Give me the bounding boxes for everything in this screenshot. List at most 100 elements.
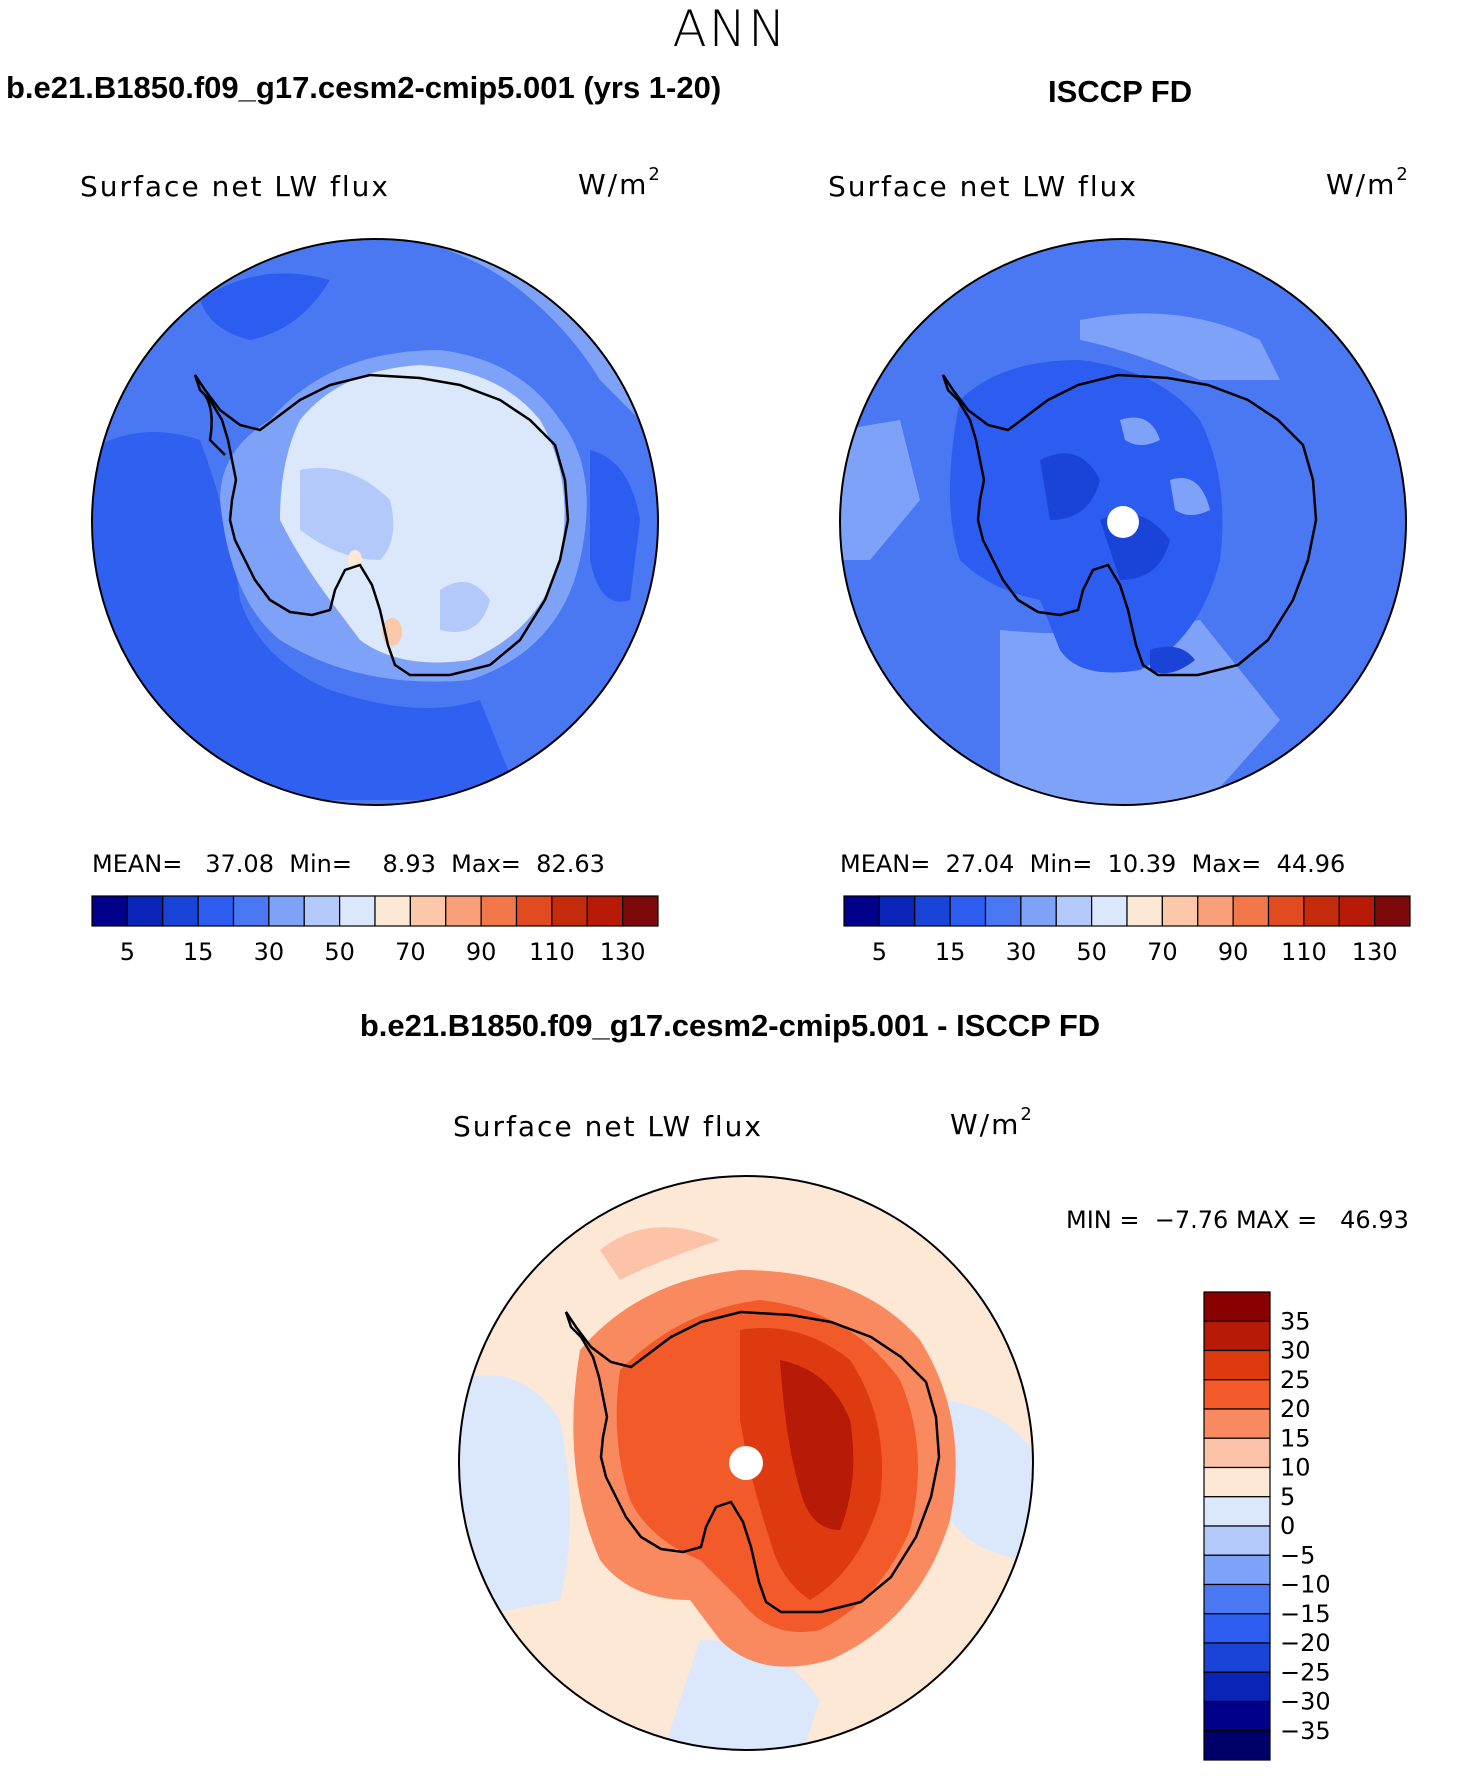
colorbar-tick-label: 0 [1280, 1512, 1295, 1540]
colorbar-cell [1203, 1700, 1271, 1732]
colorbar-cell [339, 895, 376, 927]
colorbar-tick-label: 130 [600, 938, 646, 966]
colorbar-tick-label: 50 [1076, 938, 1107, 966]
colorbar-tick-label: 20 [1280, 1395, 1311, 1423]
colorbar-cell [409, 895, 447, 927]
colorbar-tick-label: 70 [395, 938, 426, 966]
mean-value: 27.04 [945, 850, 1015, 878]
colorbar-cell [1203, 1349, 1271, 1381]
colorbar-cell [1203, 1583, 1271, 1615]
colorbar-cell [1055, 895, 1093, 927]
colorbar-tick-label: −30 [1280, 1688, 1331, 1716]
colorbar-tick-label: 15 [1280, 1424, 1311, 1452]
colorbar-cell [1374, 895, 1411, 927]
colorbar-tick-label: 130 [1352, 938, 1398, 966]
colorbar-tick-label: −5 [1280, 1541, 1315, 1569]
colorbar-cell [878, 895, 916, 927]
colorbar-tick-label: −15 [1280, 1600, 1331, 1628]
panel-diff-title: b.e21.B1850.f09_g17.cesm2-cmip5.001 - IS… [359, 1008, 1101, 1043]
colorbar-cell [1203, 1525, 1271, 1556]
colorbar-cell [515, 895, 553, 927]
colorbar-tick-label: −25 [1280, 1658, 1331, 1686]
max-label: Max= [1191, 850, 1262, 878]
colorbar-cell [1267, 895, 1305, 927]
map-model [91, 238, 659, 806]
panel-a-title: b.e21.B1850.f09_g17.cesm2-cmip5.001 (yrs… [6, 70, 722, 105]
colorbar-tick-label: 10 [1280, 1454, 1311, 1482]
min-value: 10.39 [1107, 850, 1177, 878]
colorbar-cell [1126, 895, 1163, 927]
colorbar-cell [1203, 1730, 1271, 1761]
map-diff [458, 1175, 1034, 1751]
colorbar-tick-label: 30 [254, 938, 285, 966]
colorbar-cell [1091, 895, 1128, 927]
min-value: −7.76 [1154, 1206, 1229, 1234]
min-label: MIN = [1066, 1206, 1140, 1234]
mean-label: MEAN= [840, 850, 931, 878]
colorbar-cell [126, 895, 164, 927]
panel-diff-stats: MIN = −7.76 MAX = 46.93 [1066, 1206, 1409, 1234]
panel-b-units: W/m2 [1326, 164, 1408, 201]
max-value: 82.63 [536, 850, 605, 878]
colorbar-cell [91, 895, 128, 927]
colorbar-cell [480, 895, 518, 927]
colorbar-cell [1203, 1642, 1271, 1673]
map-obs [839, 238, 1407, 806]
colorbar-tick-label: 30 [1006, 938, 1037, 966]
colorbar-cell [232, 895, 270, 927]
colorbar-cell [1203, 1379, 1271, 1410]
panel-a-variable: Surface net LW flux [80, 170, 390, 203]
colorbar-tick-label: 25 [1280, 1366, 1311, 1394]
colorbar-cell [162, 895, 199, 927]
colorbar-cell [1232, 895, 1270, 927]
colorbar-tick-label: 15 [183, 938, 214, 966]
colorbar-tick-label: 5 [872, 938, 887, 966]
colorbar-cell [1203, 1613, 1271, 1644]
colorbar-obs: 5 15 30 50 70 90 110 130 [843, 895, 1411, 966]
colorbar-cell [914, 895, 951, 927]
max-label: Max= [451, 850, 521, 878]
colorbar-tick-label: 35 [1280, 1307, 1311, 1335]
colorbar-tick-label: 90 [1218, 938, 1249, 966]
colorbar-cell [303, 895, 341, 927]
min-label: Min= [289, 850, 352, 878]
colorbar-tick-label: −35 [1280, 1717, 1331, 1745]
colorbar-cell [1203, 1671, 1271, 1703]
panel-diff-units: W/m2 [950, 1104, 1032, 1141]
colorbar-tick-label: 5 [120, 938, 135, 966]
max-label: MAX = [1235, 1206, 1318, 1234]
colorbar-tick-label: 110 [1281, 938, 1327, 966]
panel-b-variable: Surface net LW flux [828, 170, 1138, 203]
colorbar-cell [1203, 1554, 1271, 1586]
colorbar-cell [1161, 895, 1199, 927]
panel-b-stats: MEAN= 27.04 Min= 10.39 Max= 44.96 [840, 850, 1345, 878]
season-title: ANN [672, 0, 788, 58]
panel-diff-variable: Surface net LW flux [453, 1110, 763, 1143]
colorbar-tick-label: 50 [324, 938, 355, 966]
max-value: 44.96 [1276, 850, 1346, 878]
colorbar-tick-label: 90 [466, 938, 497, 966]
colorbar-tick-label: 70 [1147, 938, 1178, 966]
colorbar-cell [1020, 895, 1057, 927]
colorbar-cell [1203, 1320, 1271, 1352]
colorbar-cell [1203, 1496, 1271, 1527]
colorbar-cell [1203, 1291, 1271, 1322]
colorbar-cell [1203, 1437, 1271, 1469]
colorbar-tick-label: 5 [1280, 1483, 1295, 1511]
colorbar-tick-label: −10 [1280, 1571, 1331, 1599]
colorbar-cell [374, 895, 411, 927]
colorbar-tick-label: −20 [1280, 1629, 1331, 1657]
colorbar-tick-label: 110 [529, 938, 575, 966]
colorbar-cell [622, 895, 659, 927]
colorbar-cell [445, 895, 482, 927]
colorbar-cell [843, 895, 880, 927]
panel-b-title: ISCCP FD [1048, 74, 1193, 109]
colorbar-cell [984, 895, 1022, 927]
panel-a-units: W/m2 [578, 164, 660, 201]
colorbar-cell [1303, 895, 1340, 927]
mean-value: 37.08 [205, 850, 274, 878]
min-label: Min= [1029, 850, 1093, 878]
colorbar-tick-label: 15 [935, 938, 966, 966]
